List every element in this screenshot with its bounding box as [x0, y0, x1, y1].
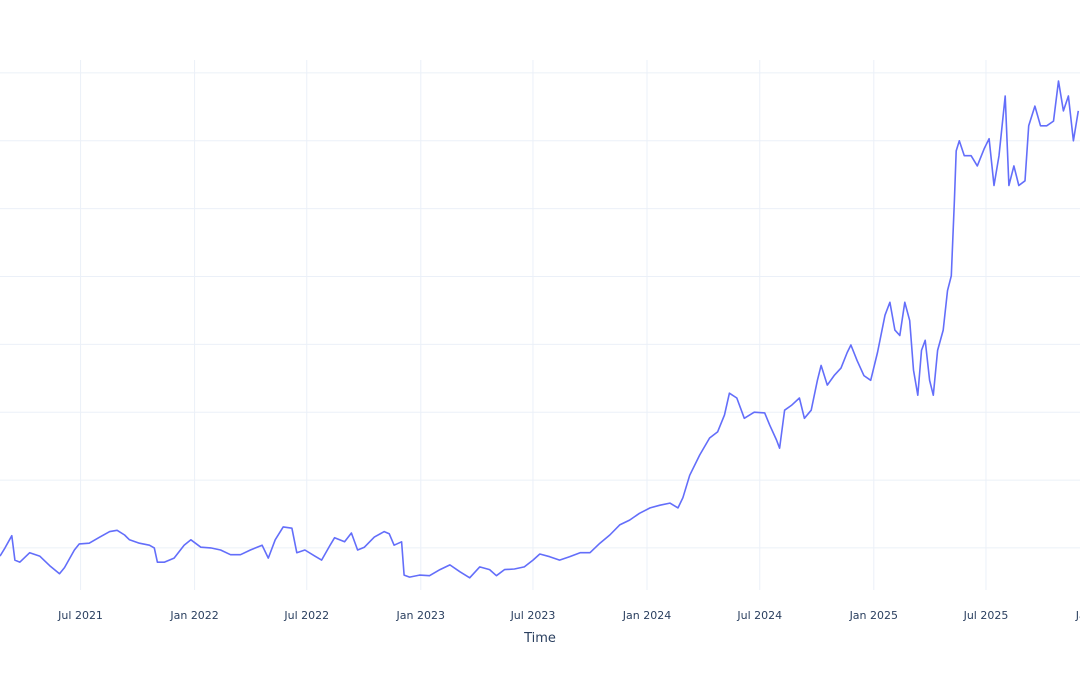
gridlines	[0, 60, 1080, 590]
x-axis-ticks: Jul 2021 Jan 2022 Jul 2022 Jan 2023 Jul 2023…	[57, 609, 1080, 622]
x-tick-label: Jan 2024	[622, 609, 671, 622]
x-tick-label: Jan 2025	[849, 609, 898, 622]
series-line	[0, 80, 1080, 579]
x-tick-label: Jan 2026	[1075, 609, 1080, 622]
x-tick-label: Jan 2023	[396, 609, 445, 622]
x-axis-title: Time	[523, 631, 556, 646]
x-tick-label: Jul 2021	[57, 609, 103, 622]
x-tick-label: Jul 2022	[283, 609, 329, 622]
x-tick-label: Jan 2022	[169, 609, 218, 622]
x-tick-label: Jul 2023	[510, 609, 556, 622]
x-tick-label: Jul 2024	[736, 609, 782, 622]
x-tick-label: Jul 2025	[963, 609, 1009, 622]
series-layer	[0, 80, 1080, 579]
